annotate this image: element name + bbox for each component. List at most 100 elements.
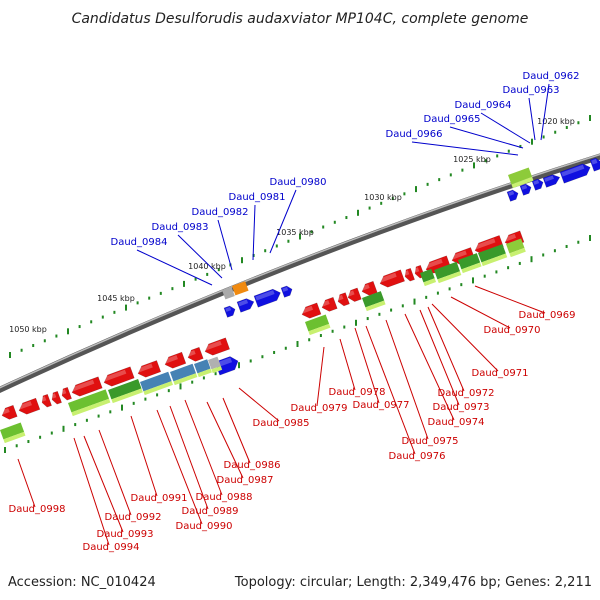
- gene-label-daud_0974[interactable]: Daud_0974: [428, 417, 485, 428]
- reverse-gene-arrow: [379, 269, 405, 288]
- feature-box: [140, 371, 172, 392]
- gene-label-daud_0977[interactable]: Daud_0977: [353, 400, 410, 411]
- feature-box: [362, 291, 385, 308]
- outer-tick: [368, 206, 371, 210]
- outer-tick: [507, 149, 510, 153]
- feature-box: [68, 389, 110, 413]
- inner-tick: [4, 447, 6, 453]
- inner-tick: [343, 325, 346, 329]
- outer-tick: [426, 182, 429, 186]
- kbp-label: 1040 kbp: [188, 262, 226, 271]
- inner-tick: [308, 338, 311, 342]
- gene-label-daud_0969[interactable]: Daud_0969: [519, 310, 576, 321]
- gene-label-daud_0975[interactable]: Daud_0975: [402, 436, 459, 447]
- inner-tick: [589, 235, 591, 241]
- reverse-gene-arrow: [187, 346, 204, 362]
- outer-tick: [9, 352, 11, 358]
- gene-label-daud_0983[interactable]: Daud_0983: [152, 222, 209, 233]
- feature-box: [458, 253, 481, 270]
- gene-label-daud_0966[interactable]: Daud_0966: [386, 129, 443, 140]
- inner-tick: [378, 312, 381, 316]
- leader-line: [365, 325, 416, 455]
- feature-box-shadow: [197, 368, 212, 378]
- inner-tick: [62, 425, 65, 432]
- leader-line: [474, 285, 546, 314]
- gene-label-daud_0973[interactable]: Daud_0973: [433, 402, 490, 413]
- outer-tick: [43, 339, 46, 343]
- leader-line: [206, 401, 244, 479]
- kbp-label: 1020 kbp: [537, 117, 575, 126]
- feature-box-shadow: [481, 253, 508, 267]
- outer-tick: [542, 135, 545, 139]
- gene-label-daud_0991[interactable]: Daud_0991: [131, 493, 188, 504]
- gene-label-daud_0963[interactable]: Daud_0963: [503, 85, 560, 96]
- gene-label-daud_0976[interactable]: Daud_0976: [389, 451, 446, 462]
- gene-label-daud_0971[interactable]: Daud_0971: [472, 368, 529, 379]
- feature-box: [193, 359, 211, 374]
- feature-box: [108, 379, 142, 400]
- gene-label-daud_0993[interactable]: Daud_0993: [97, 529, 154, 540]
- forward-gene-arrow: [542, 174, 561, 188]
- gene-label-daud_0962[interactable]: Daud_0962: [523, 71, 580, 82]
- outer-tick: [554, 130, 557, 134]
- gene-label-daud_0986[interactable]: Daud_0986: [224, 460, 281, 471]
- gene-label-daud_0982[interactable]: Daud_0982: [192, 207, 249, 218]
- inner-tick: [202, 376, 205, 380]
- gene-label-daud_0972[interactable]: Daud_0972: [438, 388, 495, 399]
- inner-tick: [121, 404, 123, 411]
- feature-box-shadow: [211, 365, 223, 374]
- reverse-gene-arrow: [404, 267, 415, 282]
- forward-gene-arrow: [253, 288, 281, 308]
- outer-tick: [565, 125, 568, 129]
- outer-tick: [194, 277, 197, 281]
- gene-label-daud_0990[interactable]: Daud_0990: [176, 521, 233, 532]
- feature-box-shadow: [437, 271, 462, 284]
- outer-tick: [531, 138, 533, 145]
- outer-tick: [322, 225, 325, 229]
- inner-tick: [413, 298, 416, 305]
- gene-label-daud_0987[interactable]: Daud_0987: [217, 475, 274, 486]
- feature-box: [207, 356, 221, 370]
- outer-tick: [496, 154, 499, 158]
- gene-label-daud_0970[interactable]: Daud_0970: [484, 325, 541, 336]
- reverse-gene-arrow: [204, 337, 230, 356]
- gene-label-daud_0981[interactable]: Daud_0981: [229, 192, 286, 203]
- outer-tick: [415, 186, 417, 193]
- reverse-gene-arrow: [1, 404, 18, 420]
- leader-line: [450, 296, 511, 329]
- leader-line: [73, 437, 110, 546]
- gene-label-daud_0980[interactable]: Daud_0980: [270, 177, 327, 188]
- gene-label-daud_0988[interactable]: Daud_0988: [196, 492, 253, 503]
- feature-box-shadow: [173, 373, 198, 386]
- gene-label-daud_0979[interactable]: Daud_0979: [291, 403, 348, 414]
- gene-label-daud_0994[interactable]: Daud_0994: [83, 542, 140, 553]
- forward-gene-arrow: [519, 183, 532, 196]
- inner-tick: [132, 401, 135, 405]
- inner-tick: [273, 350, 276, 354]
- feature-box-shadow: [423, 278, 437, 287]
- inner-tick: [74, 423, 77, 427]
- inner-tick: [507, 266, 510, 270]
- feature-box: [507, 167, 533, 185]
- feature-box-shadow: [111, 388, 143, 404]
- gene-label-daud_0984[interactable]: Daud_0984: [111, 237, 168, 248]
- outer-tick: [449, 173, 452, 177]
- gene-label-daud_0965[interactable]: Daud_0965: [424, 114, 481, 125]
- gene-label-daud_0998[interactable]: Daud_0998: [9, 504, 66, 515]
- reverse-gene-arrow: [347, 287, 362, 302]
- inner-tick: [191, 380, 194, 384]
- gene-label-daud_0985[interactable]: Daud_0985: [253, 418, 310, 429]
- gene-label-daud_0989[interactable]: Daud_0989: [182, 506, 239, 517]
- outer-tick: [78, 325, 81, 329]
- gene-label-daud_0978[interactable]: Daud_0978: [329, 387, 386, 398]
- inner-tick: [261, 355, 264, 359]
- leader-line: [252, 204, 256, 261]
- feature-box-shadow: [308, 323, 331, 336]
- gene-label-daud_0992[interactable]: Daud_0992: [105, 512, 162, 523]
- gene-label-daud_0964[interactable]: Daud_0964: [455, 100, 512, 111]
- reverse-gene-arrow: [61, 386, 72, 401]
- inner-tick: [319, 334, 322, 338]
- leader-line: [540, 83, 550, 141]
- inner-tick: [542, 253, 545, 257]
- reverse-gene-arrow: [18, 397, 41, 415]
